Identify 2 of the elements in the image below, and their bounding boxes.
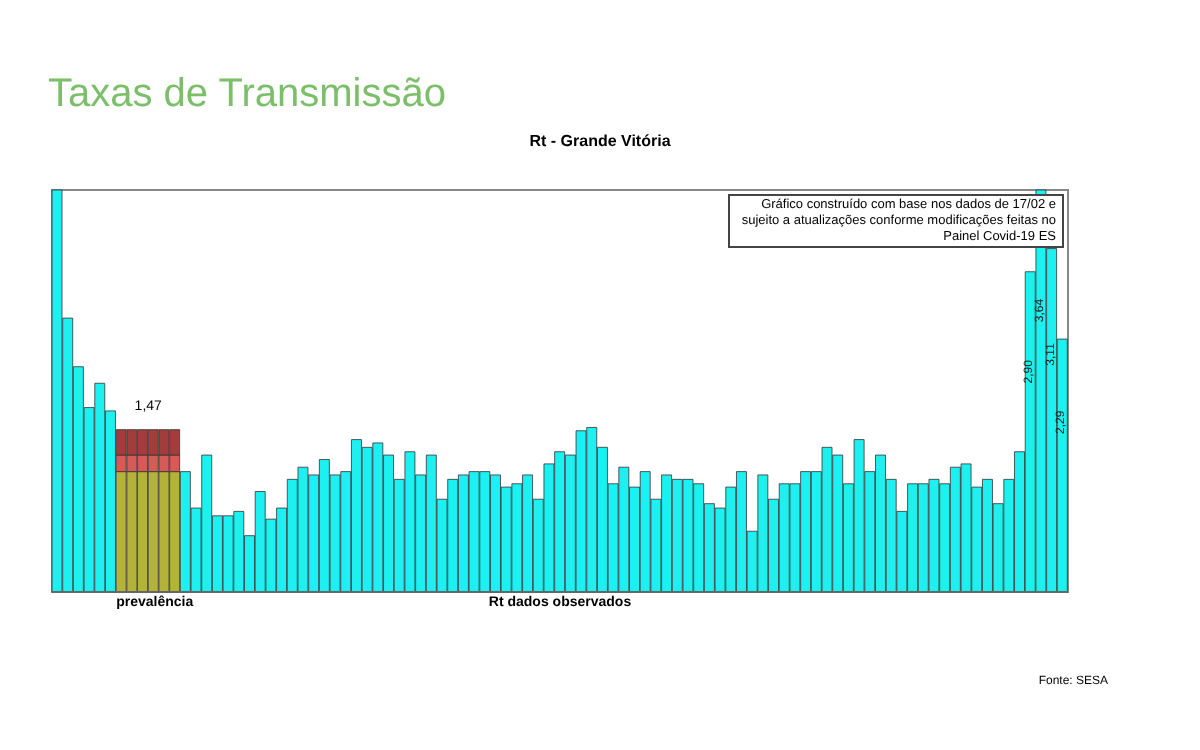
chart-title: Taxas de Transmissão (46, 70, 448, 120)
chart-subtitle: Rt - Grande Vitória (527, 132, 673, 150)
